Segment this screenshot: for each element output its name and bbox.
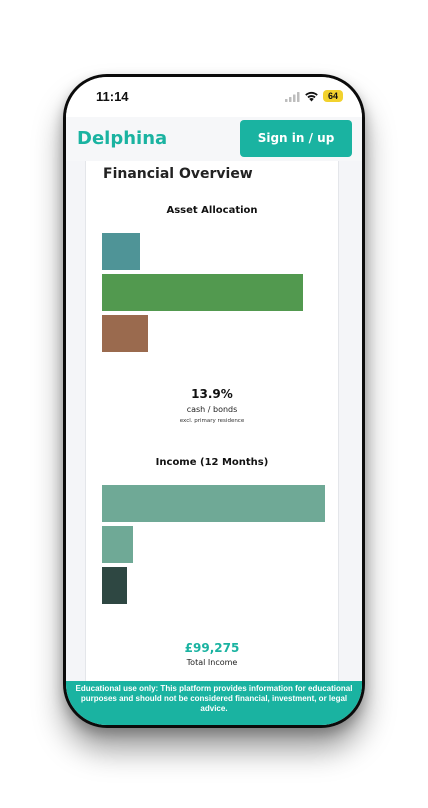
income-bar-2 — [102, 526, 133, 563]
excl-residence-note: excl. primary residence — [179, 418, 245, 424]
financial-overview-card: Financial Overview Asset Allocation 13.9… — [85, 161, 339, 681]
brand-logo[interactable]: Delphina — [77, 128, 168, 149]
income-chart-title: Income (12 Months) — [155, 457, 269, 468]
sign-in-button[interactable]: Sign in / up — [240, 120, 352, 157]
battery-indicator: 64 — [323, 90, 343, 102]
page-title: Financial Overview — [103, 166, 253, 182]
cash-bonds-percentage: 13.9% — [191, 387, 233, 401]
main-content[interactable]: Financial Overview Asset Allocation 13.9… — [66, 161, 362, 681]
app-header: Delphina Sign in / up — [66, 117, 362, 161]
total-income-label: Total Income — [186, 658, 238, 667]
asset-allocation-bar-3 — [102, 315, 148, 352]
asset-allocation-title: Asset Allocation — [166, 205, 258, 216]
cellular-signal-icon — [285, 92, 300, 102]
asset-allocation-bar-2 — [102, 274, 303, 311]
phone-screen: 11:14 64 Delphina Sign in / up — [66, 77, 362, 725]
income-bar-3 — [102, 567, 127, 604]
income-bar-1 — [102, 485, 325, 522]
disclaimer-banner: Educational use only: This platform prov… — [66, 681, 362, 725]
status-time: 11:14 — [96, 89, 129, 104]
total-income-value: £99,275 — [184, 641, 240, 655]
status-bar: 11:14 64 — [66, 77, 362, 117]
wifi-icon — [305, 91, 318, 102]
phone-frame: 11:14 64 Delphina Sign in / up — [63, 74, 365, 728]
cash-bonds-label: cash / bonds — [186, 405, 238, 414]
asset-allocation-bar-1 — [102, 233, 140, 270]
